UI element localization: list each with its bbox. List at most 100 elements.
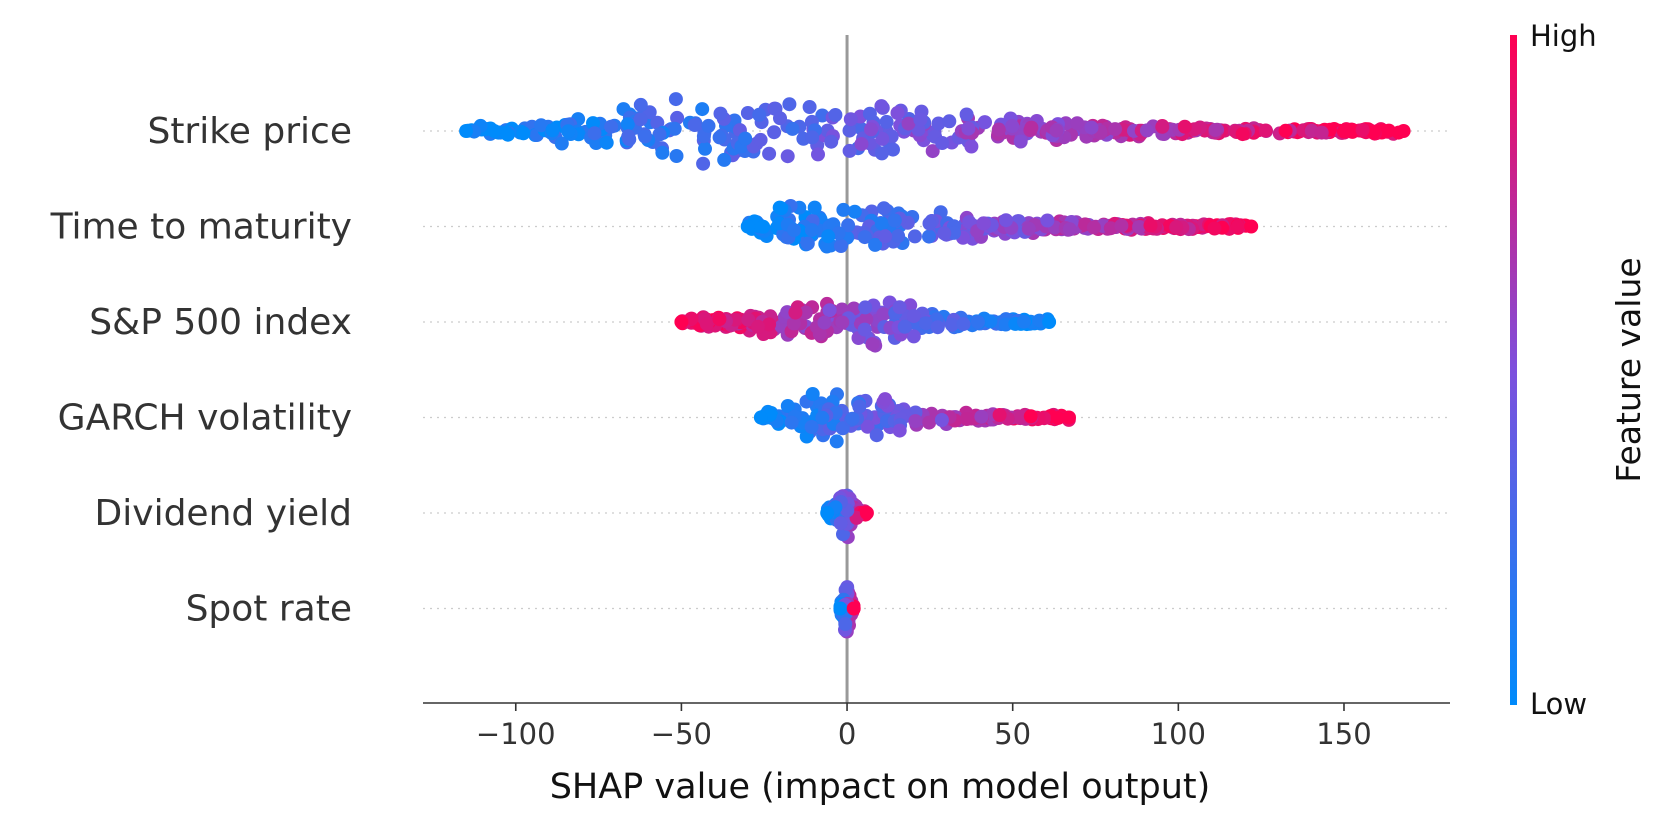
shap-point <box>740 219 755 234</box>
shap-point <box>1355 123 1370 137</box>
shap-point <box>712 130 727 145</box>
feature-row-points <box>820 488 874 545</box>
feature-row-points <box>833 580 861 639</box>
shap-point <box>620 117 635 132</box>
shap-point <box>752 107 767 122</box>
shap-point <box>785 121 800 136</box>
shap-point <box>886 142 900 157</box>
shap-point <box>459 124 474 138</box>
feature-row-points <box>740 199 1259 254</box>
shap-point <box>717 152 732 167</box>
feature-row-points <box>459 92 1411 171</box>
shap-point <box>561 124 576 139</box>
shap-point <box>767 125 782 140</box>
shap-point <box>906 329 921 344</box>
shap-point <box>1042 315 1057 329</box>
shap-point <box>962 215 977 230</box>
shap-point <box>1040 213 1055 228</box>
shap-point <box>784 415 799 430</box>
shap-point <box>922 415 937 430</box>
shap-point <box>852 399 867 414</box>
colorbar-low-label: Low <box>1530 687 1587 721</box>
shap-point <box>1021 221 1036 236</box>
shap-point <box>878 392 893 407</box>
shap-point <box>1050 411 1065 425</box>
shap-point <box>854 137 869 151</box>
shap-point <box>1336 124 1351 139</box>
shap-point <box>859 312 874 327</box>
shap-point <box>970 315 985 330</box>
colorbar <box>1510 35 1517 705</box>
shap-point <box>670 110 685 125</box>
shap-point <box>891 229 906 244</box>
shap-point <box>819 239 834 254</box>
shap-point <box>1258 123 1273 138</box>
shap-point <box>798 305 813 320</box>
shap-point <box>887 213 902 228</box>
shap-point <box>696 156 711 171</box>
shap-point <box>922 229 936 244</box>
shap-point <box>621 129 636 144</box>
shap-point <box>751 319 765 334</box>
shap-point <box>836 202 851 217</box>
shap-point <box>1070 116 1085 131</box>
shap-point <box>1108 122 1123 137</box>
shap-point <box>846 601 861 616</box>
shap-point <box>500 127 515 142</box>
shap-point <box>787 223 801 238</box>
shap-point <box>860 419 875 434</box>
shap-point <box>674 315 689 329</box>
shap-point <box>903 298 918 313</box>
shap-point <box>847 204 862 219</box>
shap-point <box>959 107 974 122</box>
shap-point <box>828 108 843 122</box>
shap-point <box>876 201 891 216</box>
shap-point <box>753 132 768 147</box>
shap-point <box>534 118 549 133</box>
shap-point <box>857 322 872 337</box>
shap-point <box>699 317 714 332</box>
shap-point <box>604 119 619 134</box>
shap-point <box>906 309 921 324</box>
feature-row-points <box>753 387 1076 449</box>
shap-point <box>944 317 959 332</box>
shap-point <box>1132 220 1147 234</box>
shap-point <box>821 229 836 244</box>
shap-point <box>931 116 946 131</box>
shap-point <box>874 216 889 231</box>
shap-point <box>1114 218 1129 233</box>
shap-point <box>857 230 872 245</box>
shap-point <box>753 410 768 425</box>
colorbar-title: Feature value <box>1609 257 1648 482</box>
shap-point <box>780 399 795 413</box>
shap-point <box>930 320 945 335</box>
shap-point <box>922 216 937 231</box>
feature-label: Time to maturity <box>50 207 352 248</box>
shap-point <box>961 121 976 136</box>
shap-point <box>1278 123 1293 138</box>
shap-point <box>865 337 880 352</box>
shap-points <box>459 92 1411 639</box>
shap-point <box>633 112 648 127</box>
shap-point <box>842 143 857 158</box>
feature-row-points <box>674 295 1057 353</box>
shap-point <box>487 124 502 138</box>
shap-point <box>1013 134 1028 149</box>
shap-point <box>876 307 891 322</box>
shap-point <box>841 218 856 233</box>
shap-point <box>1366 125 1381 140</box>
shap-point <box>892 423 907 438</box>
feature-label: S&P 500 index <box>89 302 352 343</box>
shap-point <box>937 226 952 241</box>
shap-point <box>935 136 950 150</box>
shap-point <box>812 327 827 342</box>
shap-point <box>762 146 777 161</box>
shap-point <box>890 106 905 120</box>
shap-point <box>1139 123 1154 138</box>
shap-point <box>1244 219 1259 234</box>
shap-point <box>741 312 756 327</box>
shap-point <box>786 316 801 331</box>
shap-point <box>807 200 822 215</box>
shap-point <box>712 312 727 327</box>
shap-point <box>669 149 684 163</box>
